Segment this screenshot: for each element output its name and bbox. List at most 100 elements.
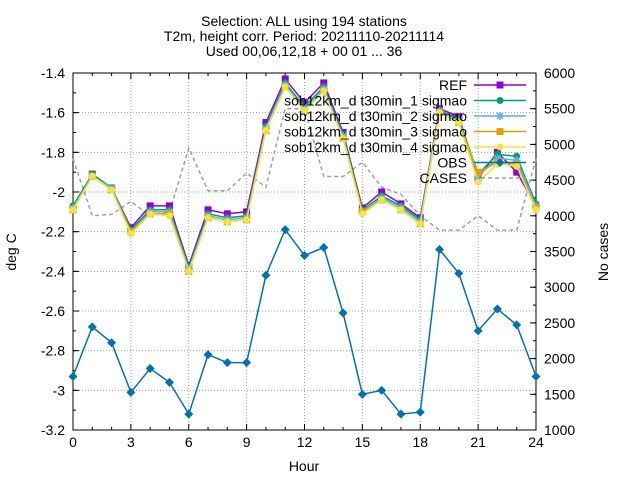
data-point (108, 186, 116, 194)
title-line-1: Selection: ALL using 194 stations (201, 13, 407, 29)
data-point (301, 99, 308, 107)
series-obs (68, 225, 541, 419)
y2-tick-label: 6000 (544, 65, 575, 81)
legend-entry: OBS (437, 155, 526, 171)
data-point (474, 178, 482, 186)
data-point (204, 206, 212, 214)
data-point (243, 208, 251, 216)
data-point (435, 245, 445, 255)
y2-tick-label: 5000 (544, 136, 575, 152)
legend-entry: sob12km_d t30min_4 sigmao (284, 139, 526, 155)
data-point (320, 87, 328, 95)
x-tick-label: 24 (528, 434, 544, 450)
legend-entry: REF (439, 77, 526, 93)
data-point (126, 387, 136, 397)
y2-tick-label: 4500 (544, 172, 575, 188)
x-tick-label: 21 (470, 434, 486, 450)
x-tick-label: 3 (127, 434, 135, 450)
data-point (338, 308, 348, 318)
data-point (145, 364, 155, 374)
legend-marker (496, 143, 504, 151)
y2-tick-label: 4000 (544, 208, 575, 224)
data-point (281, 75, 289, 83)
legend-marker (496, 128, 504, 135)
data-point (88, 172, 96, 180)
data-point (512, 320, 522, 330)
data-point (474, 172, 483, 181)
legend-marker (496, 97, 504, 104)
data-point (146, 202, 154, 210)
data-point (223, 210, 231, 218)
data-point (416, 220, 424, 228)
data-point (378, 196, 386, 204)
data-point (474, 168, 482, 176)
legend-label: CASES (420, 170, 467, 186)
y-tick-label: -2.6 (41, 303, 65, 319)
data-point (300, 250, 309, 260)
y2-axis-label: No cases (595, 223, 611, 281)
x-axis-label: Hour (289, 458, 320, 474)
data-point (87, 322, 97, 332)
data-point (165, 212, 173, 220)
legend-marker (496, 112, 504, 120)
x-tick-label: 15 (355, 434, 371, 450)
y-tick-label: -1.4 (41, 65, 65, 81)
y2-tick-label: 2500 (544, 315, 575, 331)
x-tick-label: 12 (297, 434, 313, 450)
legend-entry: sob12km_d t30min_2 sigmao (284, 108, 526, 124)
data-point (146, 210, 154, 218)
data-point (455, 119, 463, 127)
data-point (377, 385, 387, 395)
y2-tick-label: 2000 (544, 351, 575, 367)
data-point (357, 389, 367, 399)
y2-tick-label: 3000 (544, 279, 575, 295)
x-tick-label: 9 (243, 434, 251, 450)
legend-marker (496, 81, 504, 89)
legend-label: sob12km_d t30min_4 sigmao (284, 139, 467, 155)
data-point (301, 107, 308, 115)
y-axis-label: deg C (3, 233, 19, 270)
data-point (320, 79, 328, 87)
legend-entry: CASES (420, 170, 526, 186)
data-point (436, 109, 444, 117)
y-tick-label: -2.4 (41, 263, 65, 279)
series-sob12km-d-t30min-4-sigmao (69, 83, 540, 275)
data-point (69, 206, 77, 214)
data-point (281, 83, 289, 91)
data-point (513, 168, 521, 176)
y-tick-label: -1.8 (41, 144, 65, 160)
data-point (512, 156, 521, 165)
data-point (532, 206, 540, 214)
y-tick-label: -2 (53, 184, 66, 200)
y2-tick-label: 3500 (544, 244, 575, 260)
y2-tick-label: 1000 (544, 422, 575, 438)
data-point (473, 326, 483, 336)
legend-label: sob12km_d t30min_1 sigmao (284, 93, 467, 109)
plot-area (68, 75, 541, 419)
data-point (513, 162, 521, 170)
data-point (165, 202, 173, 210)
axes: 0 3 6 9 12 15 18 21 24 -1.4 -1.6 -1.8 -2 -2.2 -2.4 -2.6… (41, 65, 575, 450)
legend-entry: sob12km_d t30min_1 sigmao (284, 93, 526, 109)
data-point (204, 214, 212, 222)
data-point (492, 304, 502, 314)
data-point (339, 134, 347, 142)
title-line-3: Used 00,06,12,18 + 00 01 ... 36 (206, 43, 403, 59)
data-point (262, 127, 270, 135)
legend-label: sob12km_d t30min_3 sigmao (284, 124, 467, 140)
data-point (531, 371, 541, 381)
title-line-2: T2m, height corr. Period: 20211110-20211… (164, 28, 444, 44)
data-point (396, 409, 406, 419)
legend-label: sob12km_d t30min_2 sigmao (284, 108, 467, 124)
y-tick-label: -3 (53, 382, 66, 398)
data-point (185, 267, 193, 275)
data-point (415, 407, 425, 417)
data-point (127, 230, 135, 238)
data-point (378, 188, 386, 196)
data-point (223, 218, 231, 226)
y-tick-label: -3.2 (41, 422, 65, 438)
x-tick-label: 0 (69, 434, 77, 450)
data-point (242, 358, 252, 368)
data-point (243, 216, 251, 224)
